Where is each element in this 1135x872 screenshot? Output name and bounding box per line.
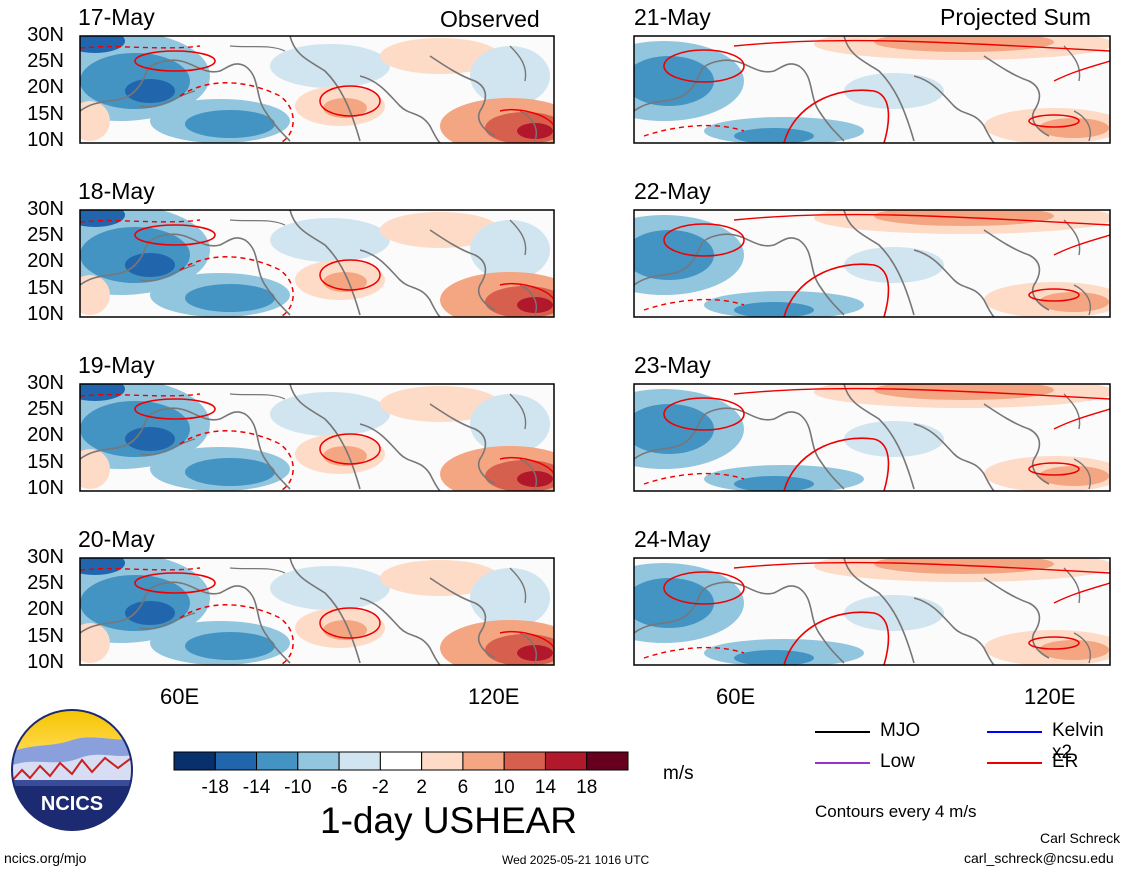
lon-label: 120E (1024, 684, 1076, 709)
colorbar: -18 -14 -10 -6 -2 2 6 10 14 18 (173, 751, 629, 798)
panel-date-label: 21-May (634, 4, 711, 30)
lat-label: 20N (27, 76, 64, 98)
panel-date-label: 24-May (634, 526, 711, 552)
legend-line-er (987, 762, 1042, 764)
colorbar-tick-label: 18 (576, 777, 597, 798)
lon-label: 60E (160, 684, 200, 709)
footer-timestamp: Wed 2025-05-21 1016 UTC (502, 853, 650, 867)
lat-label: 15N (27, 277, 64, 299)
colorbar-tick-label: -6 (331, 777, 348, 798)
lat-label: 15N (27, 625, 64, 647)
lat-label: 25N (27, 572, 64, 594)
observed-panel (79, 557, 555, 666)
observed-panel (79, 35, 555, 144)
lat-label: 30N (27, 546, 64, 568)
colorbar-tick-label: 2 (416, 777, 427, 798)
footer-author: Carl Schreck (1040, 830, 1121, 846)
lat-label: 25N (27, 224, 64, 246)
lat-label: 30N (27, 24, 64, 46)
colorbar-swatch (544, 751, 588, 771)
lat-label: 20N (27, 250, 64, 272)
legend-label: MJO (880, 720, 921, 741)
colorbar-units: m/s (663, 763, 694, 784)
lat-label: 10N (27, 651, 64, 673)
panel-date-label: 17-May (78, 4, 155, 30)
colorbar-tick-label: -10 (284, 777, 311, 798)
lat-label: 25N (27, 50, 64, 72)
contour-note: Contours every 4 m/s (815, 802, 977, 821)
lat-label: 20N (27, 424, 64, 446)
observed-panel (79, 383, 555, 492)
lon-label: 60E (716, 684, 756, 709)
legend-label: Kelvin x2 (1052, 720, 1104, 763)
footer-url[interactable]: ncics.org/mjo (4, 850, 87, 866)
projected-panel (633, 35, 1111, 144)
lat-label: 10N (27, 129, 64, 151)
lat-label: 10N (27, 303, 64, 325)
panel-date-label: 19-May (78, 352, 155, 378)
lat-label: 25N (27, 398, 64, 420)
colorbar-swatch (338, 751, 381, 771)
projected-panel (633, 209, 1111, 318)
lat-label: 15N (27, 103, 64, 125)
colorbar-swatch (421, 751, 464, 771)
projected-sum-title: Projected Sum (940, 4, 1091, 30)
projected-panel (633, 383, 1111, 492)
legend-label: ER (1052, 751, 1079, 772)
panel-date-label: 18-May (78, 178, 155, 204)
observed-panel (79, 209, 555, 318)
lat-label: 15N (27, 451, 64, 473)
colorbar-title: 1-day USHEAR (320, 800, 578, 841)
colorbar-swatch (214, 751, 258, 771)
projected-panel (633, 557, 1111, 666)
colorbar-tick-label: 14 (535, 777, 557, 798)
lat-label: 10N (27, 477, 64, 499)
observed-title: Observed (440, 6, 540, 32)
colorbar-swatch (256, 751, 299, 771)
colorbar-tick-label: 10 (494, 777, 515, 798)
map-panels (79, 35, 1111, 666)
legend: MJO Kelvin x2 Low ER (815, 718, 1125, 778)
colorbar-swatch (586, 751, 629, 771)
lat-label: 20N (27, 598, 64, 620)
colorbar-swatch (379, 751, 423, 771)
ncics-logo: NCICS (11, 709, 133, 831)
legend-line-kelvin (987, 731, 1042, 733)
lat-label: 30N (27, 198, 64, 220)
colorbar-swatch (297, 751, 340, 771)
legend-label: Low (880, 751, 915, 772)
colorbar-swatch (173, 751, 216, 771)
colorbar-tick-label: 6 (458, 777, 469, 798)
lon-label: 120E (468, 684, 520, 709)
panel-date-label: 23-May (634, 352, 711, 378)
colorbar-swatch (503, 751, 546, 771)
colorbar-swatch (462, 751, 505, 771)
panel-date-label: 20-May (78, 526, 155, 552)
colorbar-tick-label: -2 (372, 777, 389, 798)
logo-text: NCICS (41, 793, 103, 815)
footer-email[interactable]: carl_schreck@ncsu.edu (964, 850, 1114, 866)
legend-line-mjo (815, 731, 870, 733)
colorbar-tick-label: -14 (243, 777, 271, 798)
lat-label: 30N (27, 372, 64, 394)
colorbar-tick-label: -18 (202, 777, 229, 798)
panel-date-label: 22-May (634, 178, 711, 204)
legend-line-low (815, 762, 870, 764)
